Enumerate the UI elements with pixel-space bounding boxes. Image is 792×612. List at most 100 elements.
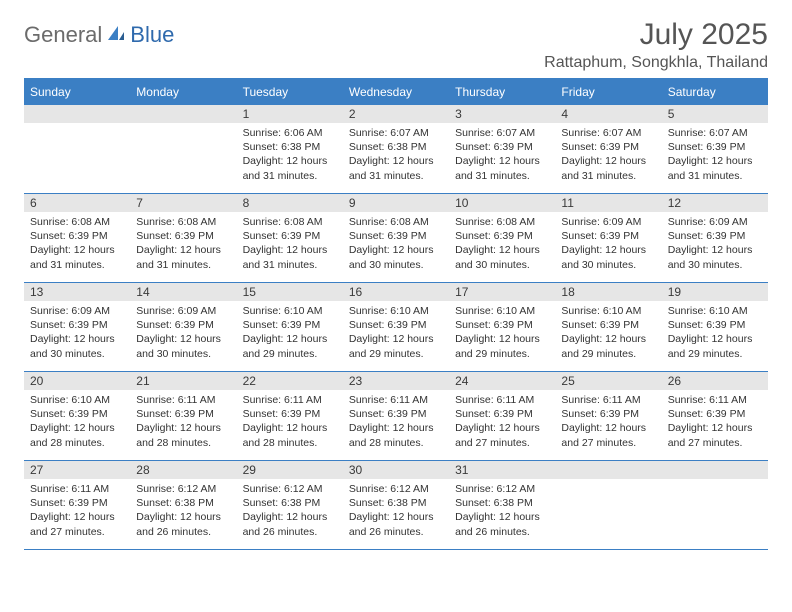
day-details: Sunrise: 6:09 AMSunset: 6:39 PMDaylight:… bbox=[130, 301, 236, 365]
daylight-text: Daylight: 12 hours and 30 minutes. bbox=[30, 332, 124, 360]
day-number: 10 bbox=[449, 194, 555, 212]
calendar-cell: 4Sunrise: 6:07 AMSunset: 6:39 PMDaylight… bbox=[555, 105, 661, 193]
daylight-text: Daylight: 12 hours and 31 minutes. bbox=[668, 154, 762, 182]
calendar-cell: 27Sunrise: 6:11 AMSunset: 6:39 PMDayligh… bbox=[24, 461, 130, 549]
day-header: Tuesday bbox=[237, 80, 343, 104]
sunrise-text: Sunrise: 6:07 AM bbox=[349, 126, 443, 140]
day-details: Sunrise: 6:10 AMSunset: 6:39 PMDaylight:… bbox=[449, 301, 555, 365]
day-details: Sunrise: 6:11 AMSunset: 6:39 PMDaylight:… bbox=[130, 390, 236, 454]
sunset-text: Sunset: 6:39 PM bbox=[561, 407, 655, 421]
sunset-text: Sunset: 6:39 PM bbox=[668, 140, 762, 154]
sunrise-text: Sunrise: 6:10 AM bbox=[349, 304, 443, 318]
sunrise-text: Sunrise: 6:12 AM bbox=[243, 482, 337, 496]
sunset-text: Sunset: 6:39 PM bbox=[349, 407, 443, 421]
day-number: 4 bbox=[555, 105, 661, 123]
day-details: Sunrise: 6:11 AMSunset: 6:39 PMDaylight:… bbox=[662, 390, 768, 454]
sunset-text: Sunset: 6:38 PM bbox=[455, 496, 549, 510]
logo: General Blue bbox=[24, 18, 174, 48]
calendar-cell: 29Sunrise: 6:12 AMSunset: 6:38 PMDayligh… bbox=[237, 461, 343, 549]
sunset-text: Sunset: 6:39 PM bbox=[30, 229, 124, 243]
month-title: July 2025 bbox=[544, 18, 768, 52]
day-number: 28 bbox=[130, 461, 236, 479]
week-row: 1Sunrise: 6:06 AMSunset: 6:38 PMDaylight… bbox=[24, 104, 768, 193]
sunrise-text: Sunrise: 6:11 AM bbox=[136, 393, 230, 407]
sunrise-text: Sunrise: 6:06 AM bbox=[243, 126, 337, 140]
sunset-text: Sunset: 6:38 PM bbox=[243, 496, 337, 510]
calendar-cell: 30Sunrise: 6:12 AMSunset: 6:38 PMDayligh… bbox=[343, 461, 449, 549]
daylight-text: Daylight: 12 hours and 31 minutes. bbox=[455, 154, 549, 182]
day-details: Sunrise: 6:07 AMSunset: 6:39 PMDaylight:… bbox=[555, 123, 661, 187]
calendar-cell: 22Sunrise: 6:11 AMSunset: 6:39 PMDayligh… bbox=[237, 372, 343, 460]
sunrise-text: Sunrise: 6:12 AM bbox=[136, 482, 230, 496]
day-number: 25 bbox=[555, 372, 661, 390]
location-subtitle: Rattaphum, Songkhla, Thailand bbox=[544, 54, 768, 72]
day-details: Sunrise: 6:10 AMSunset: 6:39 PMDaylight:… bbox=[555, 301, 661, 365]
sunrise-text: Sunrise: 6:11 AM bbox=[455, 393, 549, 407]
day-details: Sunrise: 6:08 AMSunset: 6:39 PMDaylight:… bbox=[343, 212, 449, 276]
day-details: Sunrise: 6:08 AMSunset: 6:39 PMDaylight:… bbox=[130, 212, 236, 276]
day-details: Sunrise: 6:12 AMSunset: 6:38 PMDaylight:… bbox=[343, 479, 449, 543]
daylight-text: Daylight: 12 hours and 28 minutes. bbox=[243, 421, 337, 449]
daylight-text: Daylight: 12 hours and 29 minutes. bbox=[243, 332, 337, 360]
sunset-text: Sunset: 6:39 PM bbox=[243, 407, 337, 421]
day-header: Friday bbox=[555, 80, 661, 104]
day-number: 13 bbox=[24, 283, 130, 301]
day-details: Sunrise: 6:09 AMSunset: 6:39 PMDaylight:… bbox=[24, 301, 130, 365]
day-header: Saturday bbox=[662, 80, 768, 104]
calendar-cell: 14Sunrise: 6:09 AMSunset: 6:39 PMDayligh… bbox=[130, 283, 236, 371]
day-number: 8 bbox=[237, 194, 343, 212]
day-number: 22 bbox=[237, 372, 343, 390]
day-number: 7 bbox=[130, 194, 236, 212]
daylight-text: Daylight: 12 hours and 29 minutes. bbox=[349, 332, 443, 360]
daylight-text: Daylight: 12 hours and 28 minutes. bbox=[30, 421, 124, 449]
calendar-cell: 2Sunrise: 6:07 AMSunset: 6:38 PMDaylight… bbox=[343, 105, 449, 193]
calendar-cell bbox=[555, 461, 661, 549]
sunset-text: Sunset: 6:39 PM bbox=[561, 229, 655, 243]
day-number: 11 bbox=[555, 194, 661, 212]
daylight-text: Daylight: 12 hours and 27 minutes. bbox=[668, 421, 762, 449]
day-details: Sunrise: 6:11 AMSunset: 6:39 PMDaylight:… bbox=[555, 390, 661, 454]
day-details: Sunrise: 6:11 AMSunset: 6:39 PMDaylight:… bbox=[24, 479, 130, 543]
calendar-cell: 8Sunrise: 6:08 AMSunset: 6:39 PMDaylight… bbox=[237, 194, 343, 282]
sail-icon bbox=[106, 24, 126, 47]
week-row: 6Sunrise: 6:08 AMSunset: 6:39 PMDaylight… bbox=[24, 193, 768, 282]
day-details: Sunrise: 6:07 AMSunset: 6:38 PMDaylight:… bbox=[343, 123, 449, 187]
daylight-text: Daylight: 12 hours and 29 minutes. bbox=[668, 332, 762, 360]
day-details: Sunrise: 6:09 AMSunset: 6:39 PMDaylight:… bbox=[555, 212, 661, 276]
sunrise-text: Sunrise: 6:08 AM bbox=[455, 215, 549, 229]
sunset-text: Sunset: 6:38 PM bbox=[349, 496, 443, 510]
day-number: 31 bbox=[449, 461, 555, 479]
weeks-container: 1Sunrise: 6:06 AMSunset: 6:38 PMDaylight… bbox=[24, 104, 768, 549]
sunset-text: Sunset: 6:38 PM bbox=[349, 140, 443, 154]
day-number: 29 bbox=[237, 461, 343, 479]
sunrise-text: Sunrise: 6:11 AM bbox=[668, 393, 762, 407]
sunrise-text: Sunrise: 6:08 AM bbox=[136, 215, 230, 229]
day-number: 9 bbox=[343, 194, 449, 212]
calendar-cell: 9Sunrise: 6:08 AMSunset: 6:39 PMDaylight… bbox=[343, 194, 449, 282]
sunset-text: Sunset: 6:39 PM bbox=[136, 229, 230, 243]
day-number: 26 bbox=[662, 372, 768, 390]
daylight-text: Daylight: 12 hours and 28 minutes. bbox=[349, 421, 443, 449]
day-details: Sunrise: 6:08 AMSunset: 6:39 PMDaylight:… bbox=[24, 212, 130, 276]
calendar-cell: 18Sunrise: 6:10 AMSunset: 6:39 PMDayligh… bbox=[555, 283, 661, 371]
sunrise-text: Sunrise: 6:11 AM bbox=[349, 393, 443, 407]
sunset-text: Sunset: 6:39 PM bbox=[136, 407, 230, 421]
sunrise-text: Sunrise: 6:10 AM bbox=[30, 393, 124, 407]
day-details: Sunrise: 6:10 AMSunset: 6:39 PMDaylight:… bbox=[24, 390, 130, 454]
day-number: 30 bbox=[343, 461, 449, 479]
day-number: 27 bbox=[24, 461, 130, 479]
calendar-cell: 17Sunrise: 6:10 AMSunset: 6:39 PMDayligh… bbox=[449, 283, 555, 371]
sunrise-text: Sunrise: 6:07 AM bbox=[561, 126, 655, 140]
calendar-cell bbox=[662, 461, 768, 549]
day-number: 15 bbox=[237, 283, 343, 301]
calendar-cell: 20Sunrise: 6:10 AMSunset: 6:39 PMDayligh… bbox=[24, 372, 130, 460]
logo-text-left: General bbox=[24, 22, 102, 48]
sunrise-text: Sunrise: 6:08 AM bbox=[243, 215, 337, 229]
sunrise-text: Sunrise: 6:10 AM bbox=[455, 304, 549, 318]
day-header: Wednesday bbox=[343, 80, 449, 104]
calendar-cell: 1Sunrise: 6:06 AMSunset: 6:38 PMDaylight… bbox=[237, 105, 343, 193]
sunset-text: Sunset: 6:39 PM bbox=[243, 318, 337, 332]
sunset-text: Sunset: 6:39 PM bbox=[455, 229, 549, 243]
sunset-text: Sunset: 6:39 PM bbox=[136, 318, 230, 332]
sunset-text: Sunset: 6:38 PM bbox=[136, 496, 230, 510]
